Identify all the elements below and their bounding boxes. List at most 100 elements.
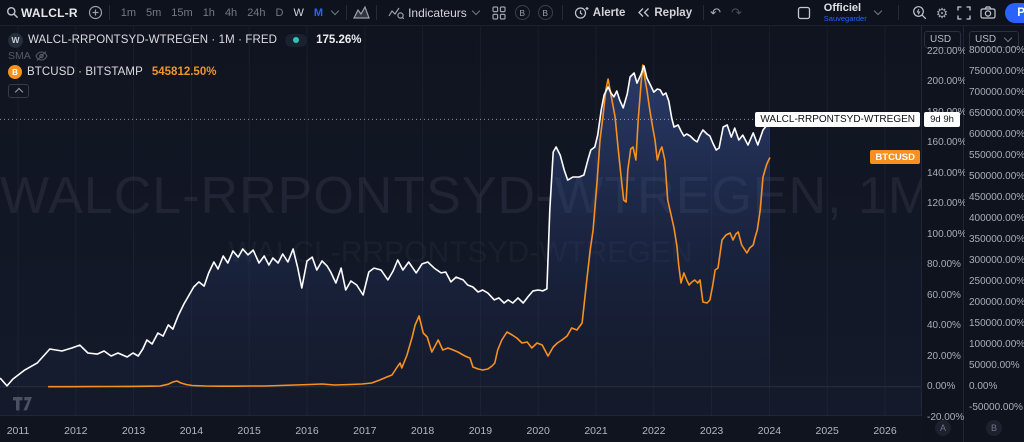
- chart-legend: W WALCL-RRPONTSYD-WTREGEN · 1M · FRED 17…: [8, 32, 361, 98]
- timeframe-M[interactable]: M: [313, 6, 324, 19]
- legend-collapse-button[interactable]: [8, 84, 29, 98]
- price-scale-b[interactable]: USD B 800000.00% 750000.00% 700000.00% 6500…: [965, 26, 1024, 442]
- scale-a-currency-button[interactable]: USD: [924, 31, 961, 48]
- sma-label[interactable]: SMA: [8, 50, 31, 62]
- search-icon[interactable]: [6, 6, 19, 19]
- axis-tick-label: 750000.00%: [969, 66, 1024, 78]
- tradingview-logo[interactable]: [12, 396, 34, 415]
- alert-button[interactable]: Alerte: [569, 2, 631, 24]
- chart-style-icon[interactable]: [353, 6, 370, 19]
- eye-slash-icon[interactable]: [35, 51, 48, 61]
- axis-tick-label: 300000.00%: [969, 255, 1024, 267]
- axis-tick-label: 140.00%: [927, 167, 967, 179]
- axis-tick-label: 80.00%: [927, 259, 961, 271]
- axis-tick-label: 500000.00%: [969, 171, 1024, 183]
- indicator-templates-icon[interactable]: [492, 5, 506, 20]
- chart-pane[interactable]: WALCL-RRPONTSYD-WTREGEN, 1M WALCL-RRPONT…: [0, 26, 922, 415]
- timeframe-list: 1m 5m 15m 1h 4h 24h D W M: [116, 2, 328, 24]
- bar-countdown-label: 9d 9h: [924, 111, 960, 127]
- year-label: 2022: [642, 425, 666, 437]
- price-scale-a[interactable]: USD 9d 9h A 220.00%200.00%180.00%160.00%…: [922, 26, 967, 442]
- legend-main-row[interactable]: W WALCL-RRPONTSYD-WTREGEN · 1M · FRED 17…: [8, 32, 361, 48]
- market-status-pill[interactable]: [285, 33, 308, 47]
- replay-button[interactable]: Replay: [632, 2, 697, 24]
- axis-tick-label: 150000.00%: [969, 318, 1024, 330]
- alert-clock-icon: [574, 6, 589, 20]
- year-label: 2015: [237, 425, 261, 437]
- axis-tick-label: 350000.00%: [969, 234, 1024, 246]
- timeframe-5m[interactable]: 5m: [146, 6, 162, 19]
- axis-tick-label: 200.00%: [927, 76, 967, 88]
- axis-tick-label: 100.00%: [927, 228, 967, 240]
- redo-icon[interactable]: ↷: [731, 5, 742, 20]
- axis-tick-label: 650000.00%: [969, 108, 1024, 120]
- timeframe-4h[interactable]: 4h: [224, 6, 238, 19]
- toolbar-divider: [376, 5, 378, 20]
- script-b-button-2[interactable]: B: [537, 5, 553, 20]
- timeframe-chevron-down-icon[interactable]: [330, 6, 340, 16]
- year-label: 2011: [6, 425, 30, 437]
- scale-a-badge[interactable]: A: [935, 420, 951, 436]
- chevron-up-icon: [14, 87, 23, 97]
- axis-tick-label: 0.00%: [969, 381, 998, 393]
- symbol-search-box[interactable]: WALCL-R: [21, 5, 78, 20]
- axis-tick-label: 0.00%: [927, 381, 956, 393]
- time-axis[interactable]: 2011 2012 2013 2014 2015 2016 2017 2018 2019 2020…: [0, 415, 922, 442]
- axis-tick-label: 40.00%: [927, 320, 961, 332]
- bitcoin-icon: B: [8, 65, 22, 79]
- toolbar-divider: [346, 5, 348, 20]
- axis-tick-label: 700000.00%: [969, 87, 1024, 99]
- legend-sma-row[interactable]: SMA: [8, 48, 361, 64]
- year-label: 2021: [584, 425, 608, 437]
- indicators-icon: [388, 6, 405, 19]
- indicators-button[interactable]: Indicateurs: [383, 2, 486, 24]
- axis-tick-label: 20.00%: [927, 350, 961, 362]
- axis-tick-label: 800000.00%: [969, 45, 1024, 57]
- main-series-title[interactable]: WALCL-RRPONTSYD-WTREGEN · 1M · FRED: [28, 34, 278, 46]
- replay-icon: [637, 7, 650, 18]
- year-label: 2019: [468, 425, 493, 437]
- settings-gear-icon[interactable]: ⚙: [935, 4, 949, 21]
- scale-b-badge[interactable]: B: [986, 420, 1002, 436]
- script-b-button-1[interactable]: B: [514, 5, 530, 20]
- layout-icon[interactable]: [797, 6, 811, 20]
- save-layout-button[interactable]: Officiel Sauvegarder: [820, 2, 885, 24]
- price-chart[interactable]: [0, 26, 922, 415]
- snapshot-camera-icon[interactable]: [980, 6, 996, 19]
- main-series-value: 175.26%: [316, 34, 362, 46]
- timeframe-1h[interactable]: 1h: [202, 6, 215, 19]
- toolbar-divider: [561, 5, 563, 20]
- undo-icon[interactable]: ↶: [710, 5, 721, 20]
- axis-tick-label: 120.00%: [927, 198, 967, 210]
- timeframe-W[interactable]: W: [293, 6, 304, 19]
- axis-tick-label: 60.00%: [927, 289, 961, 301]
- timeframe-D[interactable]: D: [275, 6, 284, 19]
- status-dot-icon: [293, 37, 300, 43]
- btc-series-title[interactable]: BTCUSD · BITSTAMP: [27, 66, 143, 78]
- axis-tick-label: 550000.00%: [969, 150, 1024, 162]
- price-line-label: WALCL-RRPONTSYD-WTREGEN: [755, 111, 920, 127]
- toolbar-divider: [897, 5, 899, 20]
- timeframe-24h[interactable]: 24h: [247, 6, 266, 19]
- toolbar-divider: [703, 5, 705, 20]
- axis-tick-label: 250000.00%: [969, 276, 1024, 288]
- legend-btc-row[interactable]: B BTCUSD · BITSTAMP 545812.50%: [8, 64, 361, 80]
- btc-price-line-label: BTCUSD: [870, 150, 920, 165]
- year-label: 2018: [410, 425, 435, 437]
- publish-button[interactable]: Pu: [1005, 2, 1024, 23]
- axis-tick-label: 100000.00%: [969, 339, 1024, 351]
- axis-tick-label: 220.00%: [927, 45, 967, 57]
- axis-tick-label: -20.00%: [927, 411, 965, 423]
- timeframe-1m[interactable]: 1m: [120, 6, 136, 19]
- compare-add-icon[interactable]: [88, 5, 103, 20]
- year-label: 2026: [873, 425, 897, 437]
- scale-b-currency-button[interactable]: USD: [969, 31, 1019, 48]
- year-label: 2016: [295, 425, 319, 437]
- axis-tick-label: 50000.00%: [969, 360, 1020, 372]
- fullscreen-icon[interactable]: [957, 5, 971, 20]
- timeframe-15m[interactable]: 15m: [171, 6, 193, 19]
- axis-tick-label: 160.00%: [927, 137, 967, 149]
- quick-search-icon[interactable]: [912, 5, 927, 20]
- year-label: 2013: [121, 425, 146, 437]
- top-toolbar: WALCL-R 1m 5m 15m 1h 4h 24h D W M Indicateurs: [0, 0, 1024, 26]
